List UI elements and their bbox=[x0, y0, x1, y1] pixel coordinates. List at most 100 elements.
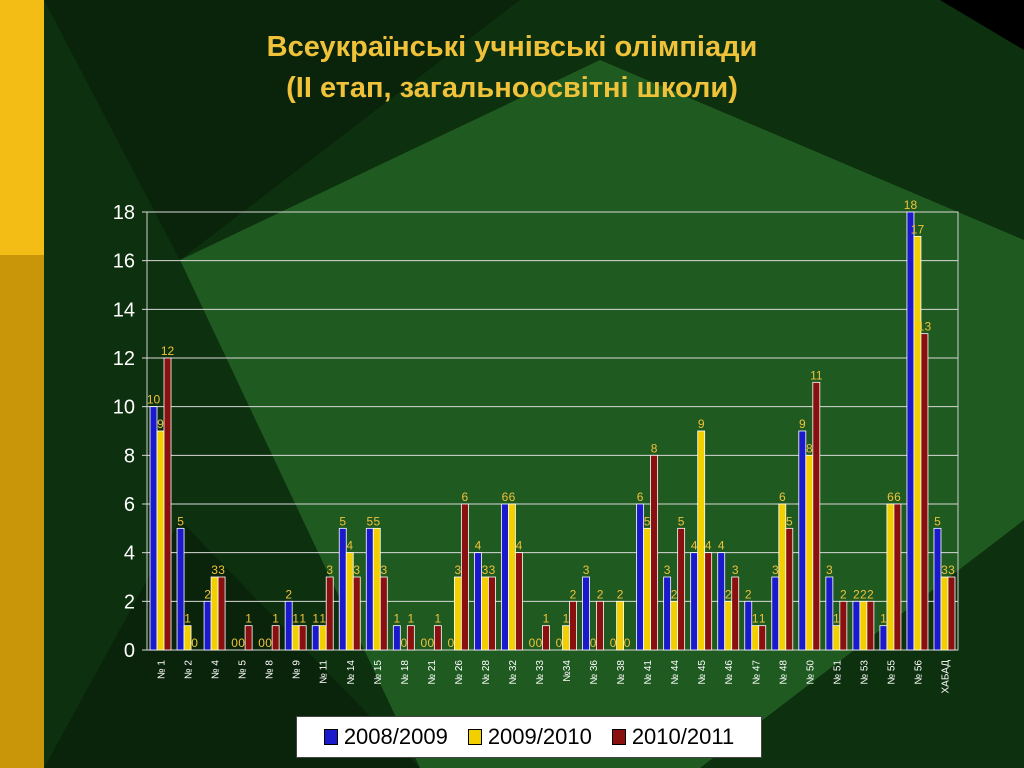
x-tick-label: № 51 bbox=[832, 660, 843, 685]
bar bbox=[947, 576, 956, 651]
value-label: 6 bbox=[779, 490, 786, 504]
value-label: 5 bbox=[366, 514, 373, 528]
x-tick-label: № 38 bbox=[616, 660, 627, 685]
bar bbox=[697, 430, 706, 651]
value-label: 3 bbox=[941, 563, 948, 577]
bar bbox=[771, 576, 780, 651]
bar bbox=[866, 600, 875, 651]
bar bbox=[879, 625, 888, 651]
value-label: 0 bbox=[624, 636, 631, 650]
x-tick-label: № 9 bbox=[292, 660, 303, 680]
legend-item: 2010/2011 bbox=[611, 724, 735, 750]
bar bbox=[933, 527, 942, 651]
value-label: 1 bbox=[833, 612, 840, 626]
value-label: 2 bbox=[725, 587, 732, 601]
bar bbox=[704, 552, 713, 651]
legend-swatch bbox=[323, 729, 338, 745]
bar bbox=[338, 527, 347, 651]
x-tick-label: ХАБАД bbox=[940, 660, 951, 694]
legend-label: 2010/2011 bbox=[631, 724, 735, 749]
x-tick-label: №34 bbox=[562, 660, 573, 682]
bars bbox=[149, 211, 956, 651]
bar bbox=[812, 381, 821, 651]
legend-label: 2008/2009 bbox=[343, 724, 448, 749]
value-label: 3 bbox=[455, 563, 462, 577]
y-tick-label: 8 bbox=[124, 445, 135, 467]
value-label: 0 bbox=[590, 636, 597, 650]
bar bbox=[913, 235, 922, 651]
legend-item: 2009/2010 bbox=[467, 724, 592, 750]
value-label: 1 bbox=[435, 612, 442, 626]
x-tick-label: № 44 bbox=[670, 660, 681, 685]
legend-swatch bbox=[611, 729, 626, 745]
bar bbox=[488, 576, 496, 651]
y-tick-label: 2 bbox=[124, 591, 135, 613]
bar bbox=[690, 552, 699, 651]
bar bbox=[805, 454, 814, 651]
bar bbox=[542, 625, 550, 651]
value-label: 13 bbox=[918, 320, 932, 334]
bar bbox=[852, 600, 861, 651]
bar bbox=[643, 527, 652, 651]
value-label: 1 bbox=[543, 612, 550, 626]
bar bbox=[203, 600, 212, 651]
value-label: 3 bbox=[664, 563, 671, 577]
bar bbox=[832, 625, 841, 651]
x-tick-label: № 33 bbox=[535, 660, 546, 685]
bar bbox=[284, 600, 293, 651]
value-label: 1 bbox=[245, 612, 252, 626]
bar bbox=[731, 576, 740, 651]
bar bbox=[724, 600, 733, 651]
value-label: 1 bbox=[407, 612, 414, 626]
bar bbox=[751, 625, 760, 651]
value-label: 4 bbox=[516, 539, 523, 553]
bar bbox=[406, 625, 415, 651]
x-tick-label: № 15 bbox=[373, 660, 384, 685]
value-label: 1 bbox=[752, 612, 759, 626]
bar bbox=[616, 600, 624, 651]
bar bbox=[582, 576, 590, 651]
value-label: 2 bbox=[570, 587, 577, 601]
value-label: 4 bbox=[475, 539, 482, 553]
value-label: 2 bbox=[204, 587, 211, 601]
x-tick-label: № 18 bbox=[400, 660, 411, 685]
bar bbox=[156, 430, 165, 651]
value-label: 0 bbox=[421, 636, 428, 650]
value-label: 2 bbox=[617, 587, 624, 601]
value-label: 18 bbox=[904, 198, 918, 212]
value-label: 3 bbox=[489, 563, 496, 577]
x-tick-label: № 21 bbox=[427, 660, 438, 685]
value-label: 5 bbox=[177, 514, 184, 528]
value-label: 3 bbox=[218, 563, 225, 577]
bar bbox=[210, 576, 219, 651]
value-label: 1 bbox=[319, 612, 326, 626]
bar bbox=[352, 576, 361, 651]
value-label: 0 bbox=[536, 636, 543, 650]
x-tick-label: № 1 bbox=[157, 660, 168, 680]
value-label: 0 bbox=[238, 636, 245, 650]
bar bbox=[217, 576, 226, 651]
value-label: 3 bbox=[326, 563, 333, 577]
y-tick-label: 14 bbox=[113, 299, 135, 321]
legend-swatch bbox=[467, 729, 482, 745]
value-label: 2 bbox=[860, 587, 867, 601]
bar bbox=[906, 211, 915, 651]
x-tick-label: № 48 bbox=[778, 660, 789, 685]
bar bbox=[501, 503, 509, 651]
value-label: 3 bbox=[583, 563, 590, 577]
value-label: 0 bbox=[400, 636, 407, 650]
bar bbox=[677, 527, 686, 651]
value-label: 5 bbox=[373, 514, 380, 528]
bar bbox=[392, 625, 401, 651]
x-tick-label: № 47 bbox=[751, 660, 762, 685]
value-label: 3 bbox=[380, 563, 387, 577]
bar bbox=[785, 527, 794, 651]
x-tick-label: № 4 bbox=[211, 660, 222, 680]
slide-title-line1: Всеукраїнські учнівські олімпіади bbox=[266, 31, 758, 63]
x-tick-label: № 50 bbox=[805, 660, 816, 685]
bar bbox=[433, 625, 442, 651]
value-label: 0 bbox=[610, 636, 617, 650]
value-label: 0 bbox=[529, 636, 536, 650]
